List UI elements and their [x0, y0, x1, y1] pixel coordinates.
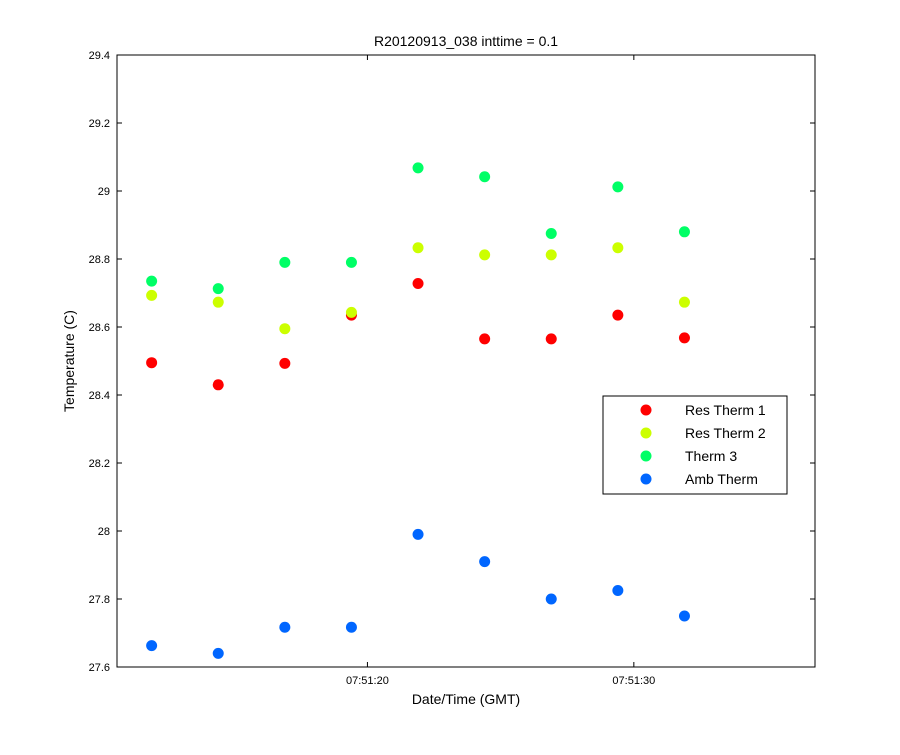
point-amb-therm — [212, 647, 224, 659]
point-res-therm-1 — [545, 333, 557, 345]
axes-box — [116, 54, 816, 668]
point-therm-3 — [279, 256, 291, 268]
point-res-therm-2 — [545, 249, 557, 261]
y-tick-label: 29 — [98, 186, 110, 198]
point-res-therm-2 — [612, 242, 624, 254]
point-amb-therm — [146, 640, 158, 652]
point-res-therm-2 — [345, 306, 357, 318]
legend-label-amb-therm: Amb Therm — [685, 471, 758, 487]
point-res-therm-1 — [479, 333, 491, 345]
y-tick-label: 29.4 — [89, 50, 110, 62]
y-tick-label: 28 — [98, 526, 110, 538]
legend-box — [602, 395, 788, 495]
point-res-therm-2 — [479, 249, 491, 261]
point-amb-therm — [612, 585, 624, 596]
point-res-therm-1 — [678, 332, 690, 344]
point-therm-3 — [678, 226, 690, 238]
plot-area — [116, 54, 816, 668]
point-res-therm-1 — [212, 379, 224, 391]
point-res-therm-2 — [146, 289, 158, 301]
legend-marker-res-therm-2 — [640, 427, 652, 439]
x-tick-label: 07:51:20 — [346, 675, 389, 687]
point-therm-3 — [545, 228, 557, 239]
legend-marker-res-therm-1 — [640, 404, 652, 416]
chart-title: R20120913_038 inttime = 0.1 — [374, 33, 558, 49]
point-res-therm-2 — [678, 296, 690, 308]
point-res-therm-1 — [279, 357, 291, 369]
point-res-therm-2 — [279, 323, 291, 335]
point-therm-3 — [479, 171, 491, 183]
point-therm-3 — [345, 256, 357, 268]
point-res-therm-1 — [412, 277, 424, 289]
y-tick-label: 28.2 — [89, 458, 110, 470]
y-tick-label: 27.8 — [89, 594, 110, 606]
point-therm-3 — [146, 275, 158, 287]
point-therm-3 — [612, 181, 624, 193]
point-res-therm-1 — [146, 357, 158, 369]
legend-marker-therm-3 — [640, 450, 652, 462]
legend-marker-amb-therm — [640, 473, 652, 485]
x-tick-label: 07:51:30 — [612, 675, 655, 687]
point-amb-therm — [678, 610, 690, 622]
y-tick-label: 27.6 — [89, 662, 110, 674]
y-tick-label: 28.8 — [89, 254, 110, 266]
y-tick-label: 28.4 — [89, 390, 110, 402]
point-res-therm-2 — [212, 296, 224, 308]
legend-label-res-therm-1: Res Therm 1 — [685, 402, 766, 418]
points — [146, 162, 690, 659]
y-axis-label: Temperature (C) — [61, 310, 77, 412]
y-tick-label: 29.2 — [89, 118, 110, 130]
point-res-therm-2 — [412, 242, 424, 254]
legend-label-res-therm-2: Res Therm 2 — [685, 425, 766, 441]
point-amb-therm — [412, 528, 424, 540]
point-amb-therm — [345, 621, 357, 633]
point-res-therm-1 — [612, 309, 624, 321]
point-amb-therm — [479, 556, 491, 568]
legend-label-therm-3: Therm 3 — [685, 448, 737, 464]
point-amb-therm — [279, 621, 291, 633]
y-tick-label: 28.6 — [89, 322, 110, 334]
point-therm-3 — [412, 162, 424, 174]
point-amb-therm — [545, 593, 557, 605]
ticks: 27.6 27.8 28 28.2 28.4 28.6 28.8 29 29.2 29.4 07:5… — [89, 50, 815, 687]
point-therm-3 — [212, 283, 224, 295]
x-axis-label: Date/Time (GMT) — [412, 691, 520, 707]
legend: Res Therm 1 Res Therm 2 Therm 3 Amb Therm — [602, 395, 788, 495]
